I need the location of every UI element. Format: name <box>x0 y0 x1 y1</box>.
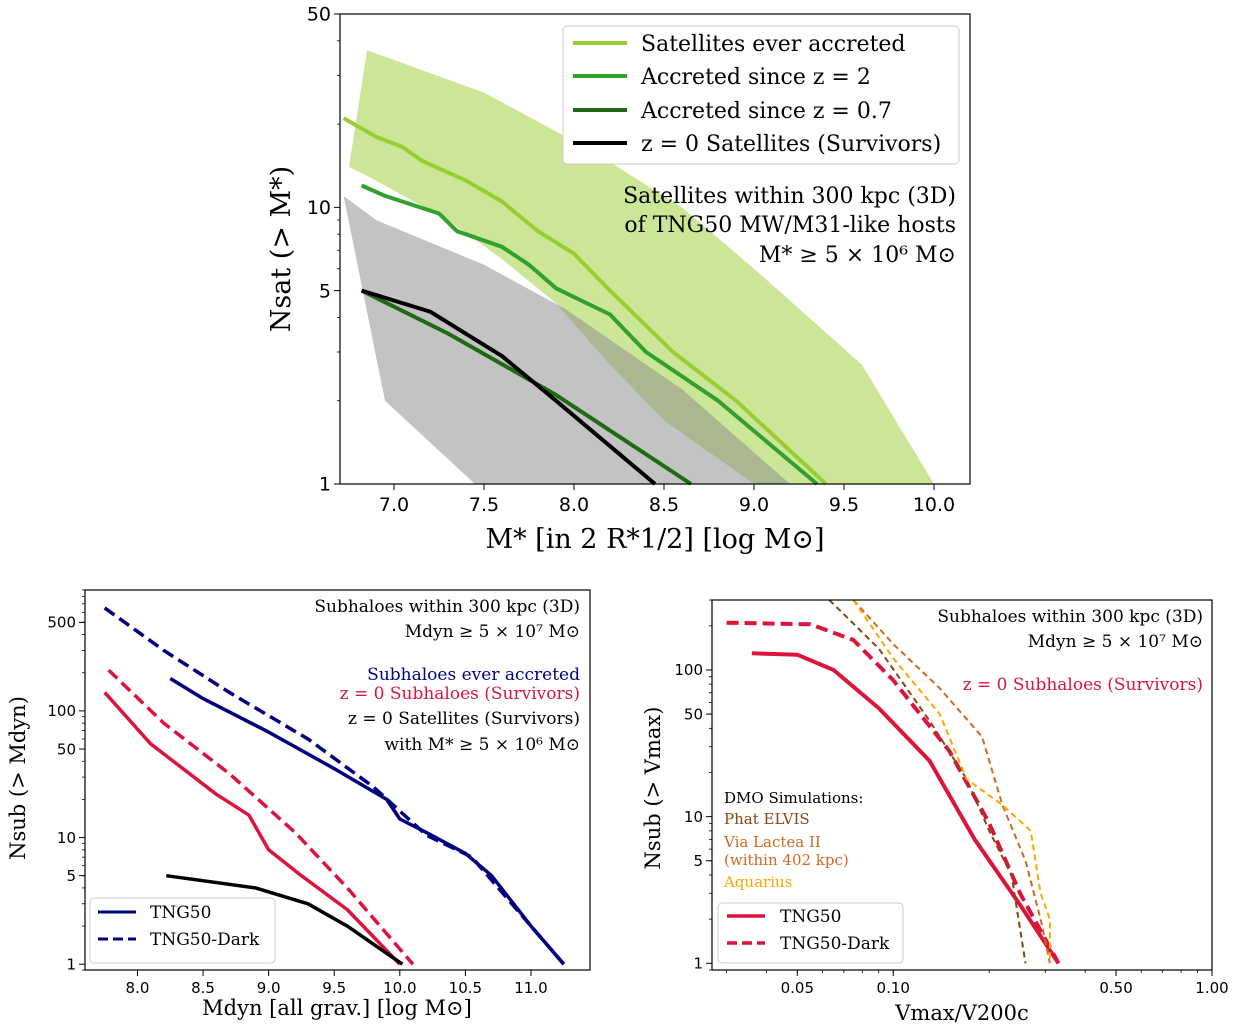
top-annotation-line1: Satellites within 300 kpc (3D) <box>623 184 956 209</box>
y-tick-label: 10 <box>307 197 331 219</box>
bl-legend-box <box>89 897 276 964</box>
br-ticks: 0.05 0.10 0.50 1.00 1 5 10 50 100 <box>674 599 1229 997</box>
band-area <box>349 50 934 484</box>
br-dmo-title: DMO Simulations: <box>724 789 863 807</box>
br-annotation-line1: Subhaloes within 300 kpc (3D) <box>937 607 1203 627</box>
legend-z07-label: Accreted since z = 0.7 <box>640 99 892 124</box>
bottom-right-panel: 0.05 0.10 0.50 1.00 1 5 10 50 100 Subhaloes with… <box>641 599 1229 1025</box>
bl-label-ever: Subhaloes ever accreted <box>367 665 580 685</box>
y-tick-label: 50 <box>307 4 331 26</box>
y-tick-label: 10 <box>684 808 703 826</box>
top-ticks: 7.0 7.5 8.0 8.5 9.0 9.5 10.0 1 5 10 50 <box>307 4 955 516</box>
y-tick-label: 500 <box>47 614 76 632</box>
y-tick-label: 1 <box>319 474 331 496</box>
y-tick-label: 50 <box>57 740 76 758</box>
top-plot-frame <box>339 13 971 485</box>
top-x-axis-label: M* [in 2 R*1/2] [log M⊙] <box>485 524 824 555</box>
br-lines <box>726 599 1061 965</box>
x-tick-label: 8.0 <box>559 494 589 516</box>
br-label-subhaloes-z0: z = 0 Subhaloes (Survivors) <box>963 675 1203 695</box>
bl-plot-frame <box>84 589 591 971</box>
br-dmo-aquarius: Aquarius <box>723 873 792 891</box>
x-tick-label: 10.5 <box>449 979 482 997</box>
series-line <box>342 116 828 486</box>
br-legend: TNG50 TNG50-Dark <box>717 902 904 964</box>
series-line <box>751 651 1061 965</box>
br-annotation-line2: Mdyn ≥ 5 × 10⁷ M⊙ <box>1028 632 1203 652</box>
top-annotation-line2: of TNG50 MW/M31-like hosts <box>624 213 956 238</box>
series-line <box>166 873 404 966</box>
br-y-axis-label: Nsub (> Vmax) <box>641 707 665 870</box>
x-tick-label: 0.50 <box>1099 979 1132 997</box>
top-panel: 7.0 7.5 8.0 8.5 9.0 9.5 10.0 1 5 10 50 Satellites … <box>266 4 971 555</box>
x-tick-label: 9.0 <box>257 979 281 997</box>
top-bands <box>343 50 934 484</box>
y-tick-label: 5 <box>693 852 703 870</box>
bl-lines <box>103 606 566 966</box>
br-x-axis-label: Vmax/V200c <box>894 1001 1029 1025</box>
bl-legend-tng50dark: TNG50-Dark <box>150 930 260 950</box>
x-tick-label: 11.0 <box>514 979 547 997</box>
br-plot-frame <box>711 599 1213 971</box>
bl-ticks: 8.0 8.5 9.0 9.5 10.0 10.5 11.0 1 5 10 50 100 500 <box>47 589 548 997</box>
bl-x-axis-label: Mdyn [all grav.] [log M⊙] <box>202 996 472 1020</box>
x-tick-label: 8.5 <box>191 979 215 997</box>
series-line <box>360 288 693 486</box>
series-line <box>726 620 1061 965</box>
legend-ever-label: Satellites ever accreted <box>641 32 906 57</box>
x-tick-label: 7.5 <box>469 494 499 516</box>
legend-z2-label: Accreted since z = 2 <box>640 65 871 90</box>
x-tick-label: 9.0 <box>739 494 769 516</box>
y-tick-label: 100 <box>47 702 76 720</box>
legend-z0-label: z = 0 Satellites (Survivors) <box>641 132 941 157</box>
bl-y-axis-label: Nsub (> Mdyn) <box>6 696 30 860</box>
bl-annotation-line2: Mdyn ≥ 5 × 10⁷ M⊙ <box>405 622 580 642</box>
y-tick-label: 5 <box>319 280 331 302</box>
top-legend-box <box>562 25 960 165</box>
y-tick-label: 50 <box>684 705 703 723</box>
bl-legend: TNG50 TNG50-Dark <box>89 897 276 964</box>
top-y-axis-label: Nsat (> M*) <box>266 166 297 332</box>
bl-label-mstar: with M* ≥ 5 × 10⁶ M⊙ <box>385 735 581 755</box>
br-legend-box <box>717 902 904 964</box>
x-tick-label: 10.0 <box>913 494 955 516</box>
bl-label-subhaloes-z0: z = 0 Subhaloes (Survivors) <box>340 684 580 704</box>
series-line <box>169 677 566 966</box>
y-tick-label: 1 <box>693 955 703 973</box>
top-lines <box>342 116 828 486</box>
br-legend-tng50dark: TNG50-Dark <box>780 934 890 954</box>
series-line <box>852 599 1051 964</box>
top-annotation-line3: M* ≥ 5 × 10⁶ M⊙ <box>759 243 956 268</box>
x-tick-label: 0.10 <box>877 979 910 997</box>
series-line <box>360 183 819 486</box>
y-tick-label: 100 <box>674 661 703 679</box>
x-tick-label: 8.5 <box>649 494 679 516</box>
br-dmo-phat-elvis: Phat ELVIS <box>724 810 810 828</box>
x-tick-label: 1.00 <box>1195 979 1228 997</box>
band-area <box>343 195 790 484</box>
br-legend-tng50: TNG50 <box>780 907 841 927</box>
series-line <box>103 691 402 966</box>
br-dmo-via-lactea-note: (within 402 kpc) <box>724 851 849 869</box>
bottom-left-panel: 8.0 8.5 9.0 9.5 10.0 10.5 11.0 1 5 10 50 100 500 Sub… <box>6 589 591 1020</box>
x-tick-label: 7.0 <box>379 494 409 516</box>
x-tick-label: 9.5 <box>829 494 859 516</box>
bl-label-satellites-z0: z = 0 Satellites (Survivors) <box>348 709 580 729</box>
bl-annotation-line1: Subhaloes within 300 kpc (3D) <box>314 597 580 617</box>
x-tick-label: 10.0 <box>383 979 416 997</box>
series-line <box>107 668 415 966</box>
series-line <box>852 599 1051 964</box>
y-tick-label: 10 <box>57 829 76 847</box>
bl-legend-tng50: TNG50 <box>150 903 211 923</box>
series-line <box>361 288 657 486</box>
top-legend: Satellites ever accreted Accreted since … <box>562 25 960 165</box>
x-tick-label: 9.5 <box>322 979 346 997</box>
y-tick-label: 5 <box>66 867 76 885</box>
x-tick-label: 8.0 <box>126 979 150 997</box>
y-tick-label: 1 <box>66 955 76 973</box>
series-line <box>828 599 1027 964</box>
br-dmo-via-lactea: Via Lactea II <box>723 833 821 851</box>
x-tick-label: 0.05 <box>781 979 814 997</box>
